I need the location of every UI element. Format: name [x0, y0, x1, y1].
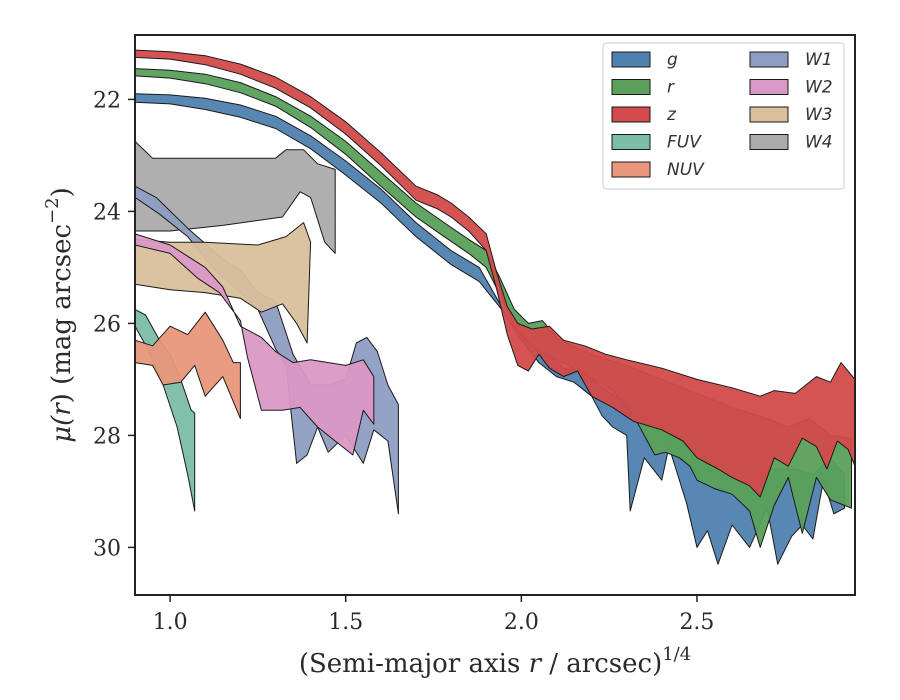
legend-swatch-nuv — [611, 161, 651, 178]
legend-swatch-r — [611, 79, 651, 95]
band-w2 — [135, 233, 375, 456]
y-axis-label: μ(r) (mag arcsec−2) — [42, 187, 77, 443]
y-tick-label: 28 — [93, 424, 121, 449]
legend-label-nuv: NUV — [667, 160, 705, 180]
y-tick-label: 30 — [93, 536, 121, 561]
legend: grz FUV NUV W1 W2 W3 W4 — [602, 42, 845, 190]
x-tick-label: 2.5 — [679, 610, 714, 635]
x-tick-label: 2.0 — [504, 610, 539, 635]
legend-label-w3: W3 — [805, 105, 833, 125]
legend-label-w4: W4 — [805, 133, 833, 153]
x-axis-label: (Semi-major axis r / arcsec)1/4 — [299, 644, 691, 679]
legend-swatch-w3 — [749, 106, 789, 123]
legend-swatch-g — [611, 51, 651, 68]
legend-label-z: z — [666, 105, 677, 125]
legend-swatch-z — [611, 106, 651, 123]
band-nuv — [135, 311, 241, 420]
legend-label-fuv: FUV — [667, 133, 702, 153]
y-tick-label: 22 — [93, 88, 121, 113]
legend-swatch-fuv — [611, 134, 651, 150]
band-z — [135, 49, 855, 498]
y-axis-ticks: 22 24 26 28 30 — [93, 88, 135, 561]
legend-label-r: r — [667, 78, 675, 98]
x-axis-ticks: 1.0 1.5 2.0 2.5 — [153, 595, 714, 635]
plot-frame — [134, 34, 856, 596]
legend-swatch-w2 — [749, 79, 789, 95]
surface-brightness-bands — [135, 49, 855, 565]
legend-swatch-w1 — [749, 51, 789, 68]
legend-label-w1: W1 — [805, 50, 833, 70]
legend-swatch-w4 — [749, 134, 789, 150]
y-tick-label: 26 — [93, 312, 121, 337]
legend-label-g: g — [667, 50, 678, 70]
x-tick-label: 1.0 — [153, 610, 188, 635]
y-tick-label: 24 — [93, 200, 121, 225]
legend-label-w2: W2 — [805, 78, 833, 98]
x-tick-label: 1.5 — [328, 610, 363, 635]
